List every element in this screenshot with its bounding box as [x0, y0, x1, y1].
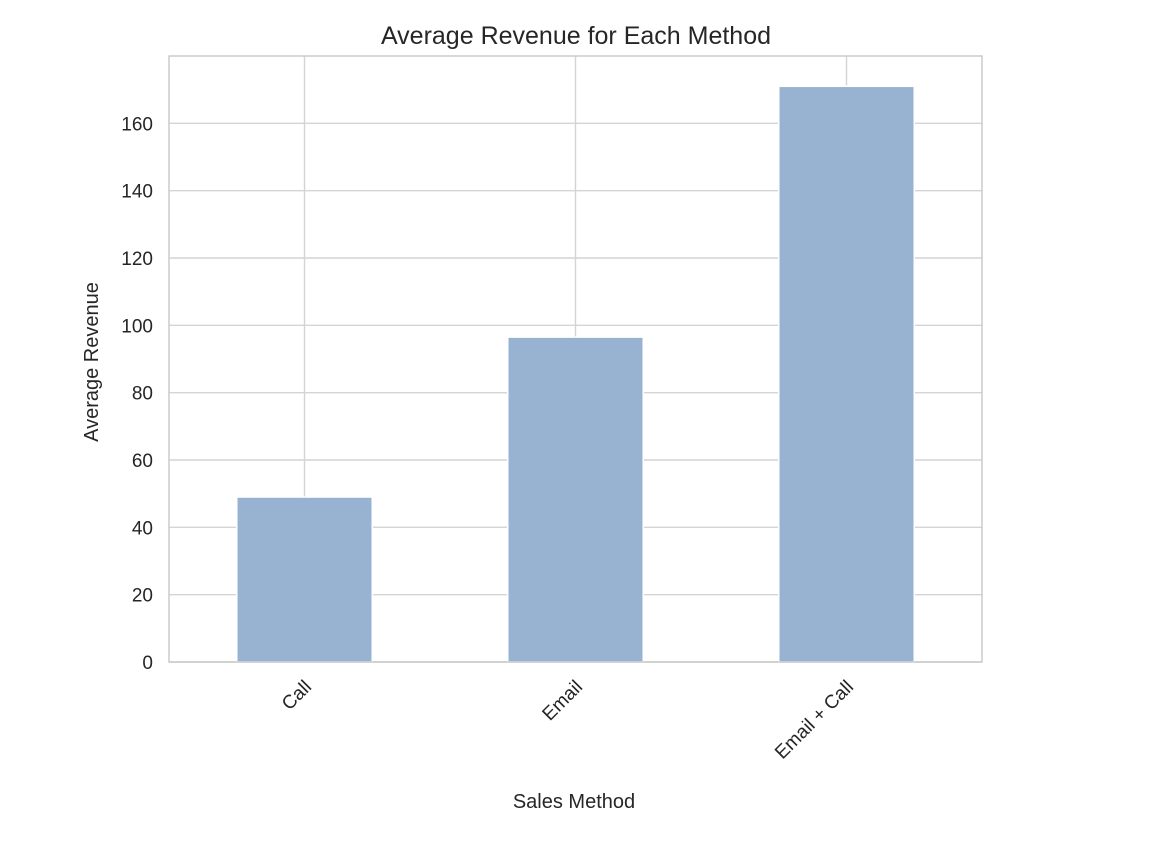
- x-tick-labels: Call Email Email + Call: [278, 677, 858, 764]
- bar-email: [507, 336, 644, 663]
- x-tick-label: Call: [278, 677, 316, 715]
- y-tick-label: 120: [121, 249, 153, 270]
- x-tick-label: Email: [539, 677, 587, 725]
- y-tick-labels: 0 20 40 60 80 100 120 140 160: [121, 114, 153, 674]
- y-tick-label: 140: [121, 182, 153, 203]
- y-tick-label: 40: [132, 518, 153, 539]
- y-tick-label: 20: [132, 586, 153, 607]
- x-axis-label: Sales Method: [513, 791, 635, 813]
- y-tick-label: 0: [142, 653, 153, 674]
- bar-call: [236, 496, 373, 663]
- y-tick-label: 60: [132, 451, 153, 472]
- bars-layer: [236, 85, 915, 663]
- bar-email-call: [778, 85, 915, 663]
- y-tick-label: 100: [121, 316, 153, 337]
- y-tick-label: 160: [121, 114, 153, 135]
- chart-title: Average Revenue for Each Method: [381, 22, 771, 50]
- y-tick-label: 80: [132, 384, 153, 405]
- y-axis-label: Average Revenue: [81, 282, 103, 442]
- plot-frame: [168, 55, 983, 663]
- x-tick-label: Email + Call: [771, 677, 858, 764]
